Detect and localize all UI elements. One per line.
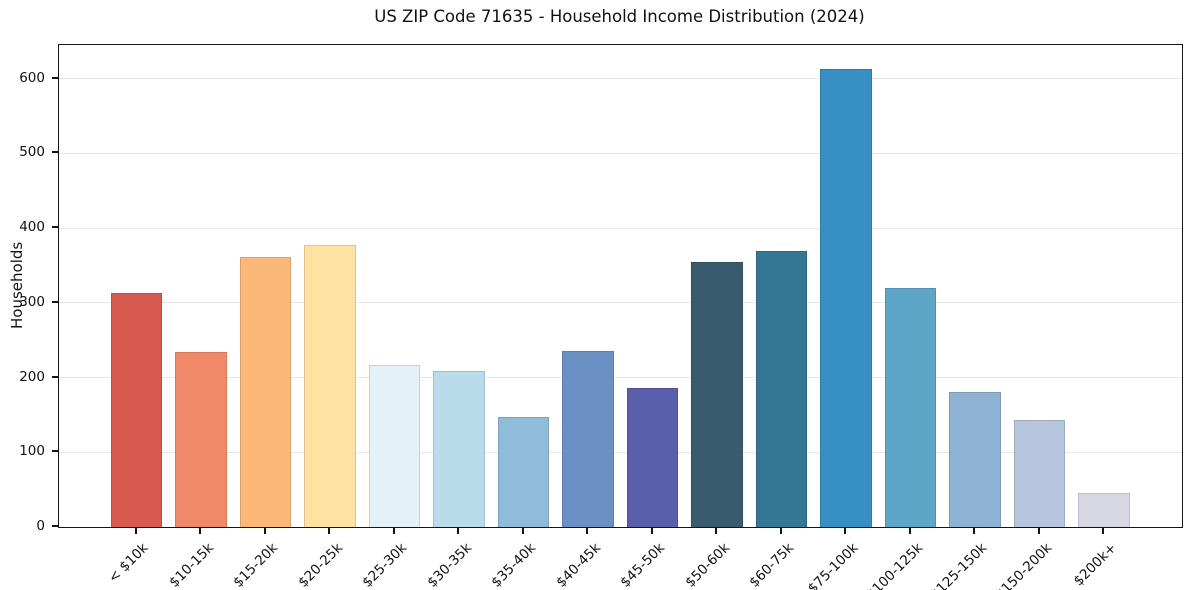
bar-15-20k	[239, 257, 292, 527]
x-tick-label: < $10k	[105, 540, 153, 587]
x-tick-mark	[199, 528, 202, 534]
x-tick-label: $30-35k	[423, 540, 475, 590]
bar-10k	[110, 293, 163, 527]
bar-10-15k	[175, 352, 227, 527]
gridline	[59, 302, 1182, 304]
y-tick-mark	[52, 76, 58, 79]
x-axis-ticks: < $10k $10-15k $15-20k $20-25k $25-30k $30-35…	[58, 527, 1181, 590]
y-tick-mark	[52, 151, 58, 154]
gridline	[59, 152, 1182, 154]
x-tick-mark	[263, 528, 266, 534]
bar-45-50k	[626, 388, 679, 527]
bar-30-35k	[433, 370, 485, 527]
x-tick-mark	[521, 528, 524, 534]
x-tick-mark	[779, 528, 782, 534]
y-tick-label: 300	[19, 293, 45, 310]
bar-75-100k	[820, 68, 872, 527]
x-tick-mark	[715, 528, 718, 534]
y-tick-mark	[52, 525, 58, 527]
x-tick-mark	[844, 528, 847, 534]
y-tick-label: 100	[19, 443, 45, 460]
x-tick-mark	[457, 528, 460, 534]
bar-40-45k	[562, 350, 614, 527]
y-tick-mark	[52, 300, 58, 303]
x-tick-mark	[328, 528, 331, 534]
x-tick-label: $10-15k	[165, 540, 217, 590]
bar-150-200k	[1013, 420, 1066, 527]
x-tick-label: $40-45k	[552, 540, 604, 590]
bar-125-150k	[949, 391, 1001, 527]
bar-50-60k	[691, 262, 743, 527]
bar-60-75k	[755, 251, 808, 527]
x-tick-label: $100-125k	[863, 540, 926, 590]
y-axis-ticks: 0 100 200 300 400 500 600	[0, 44, 58, 534]
x-tick-mark	[650, 528, 653, 534]
x-tick-label: $35-40k	[488, 540, 539, 590]
gridline	[59, 451, 1182, 453]
x-tick-mark	[134, 528, 137, 534]
x-tick-label: $150-200k	[992, 540, 1055, 590]
chart-title: US ZIP Code 71635 - Household Income Dis…	[374, 7, 865, 26]
x-tick-label: $45-50k	[617, 540, 668, 590]
x-tick-mark	[1102, 528, 1105, 534]
x-tick-label: $60-75k	[746, 540, 797, 590]
x-tick-label: $125-150k	[927, 540, 991, 590]
gridline	[59, 78, 1182, 80]
x-tick-label: $75-100k	[804, 540, 862, 590]
x-tick-label: $200k+	[1070, 540, 1120, 590]
x-tick-label: $20-25k	[294, 540, 346, 590]
x-tick-label: $25-30k	[359, 540, 410, 590]
bar-100-125k	[884, 287, 937, 527]
x-tick-label: $50-60k	[681, 540, 733, 590]
y-tick-mark	[52, 375, 58, 378]
bar-20-25k	[304, 245, 356, 527]
x-tick-mark	[392, 528, 395, 534]
y-tick-label: 0	[36, 518, 45, 534]
y-tick-label: 400	[19, 219, 45, 236]
y-tick-mark	[52, 226, 58, 229]
bar-25-30k	[368, 364, 421, 527]
y-tick-mark	[52, 450, 58, 453]
bar-35-40k	[497, 417, 550, 527]
x-tick-mark	[1037, 528, 1040, 534]
y-tick-label: 500	[19, 144, 45, 161]
x-tick-mark	[973, 528, 976, 534]
x-tick-label: $15-20k	[230, 540, 282, 590]
bar-200k	[1078, 492, 1130, 527]
gridline	[59, 377, 1182, 379]
y-tick-label: 600	[19, 69, 45, 86]
x-tick-mark	[908, 528, 911, 534]
x-tick-mark	[586, 528, 589, 534]
plot-area	[58, 44, 1183, 528]
gridline	[59, 227, 1182, 229]
y-tick-label: 200	[19, 368, 45, 385]
